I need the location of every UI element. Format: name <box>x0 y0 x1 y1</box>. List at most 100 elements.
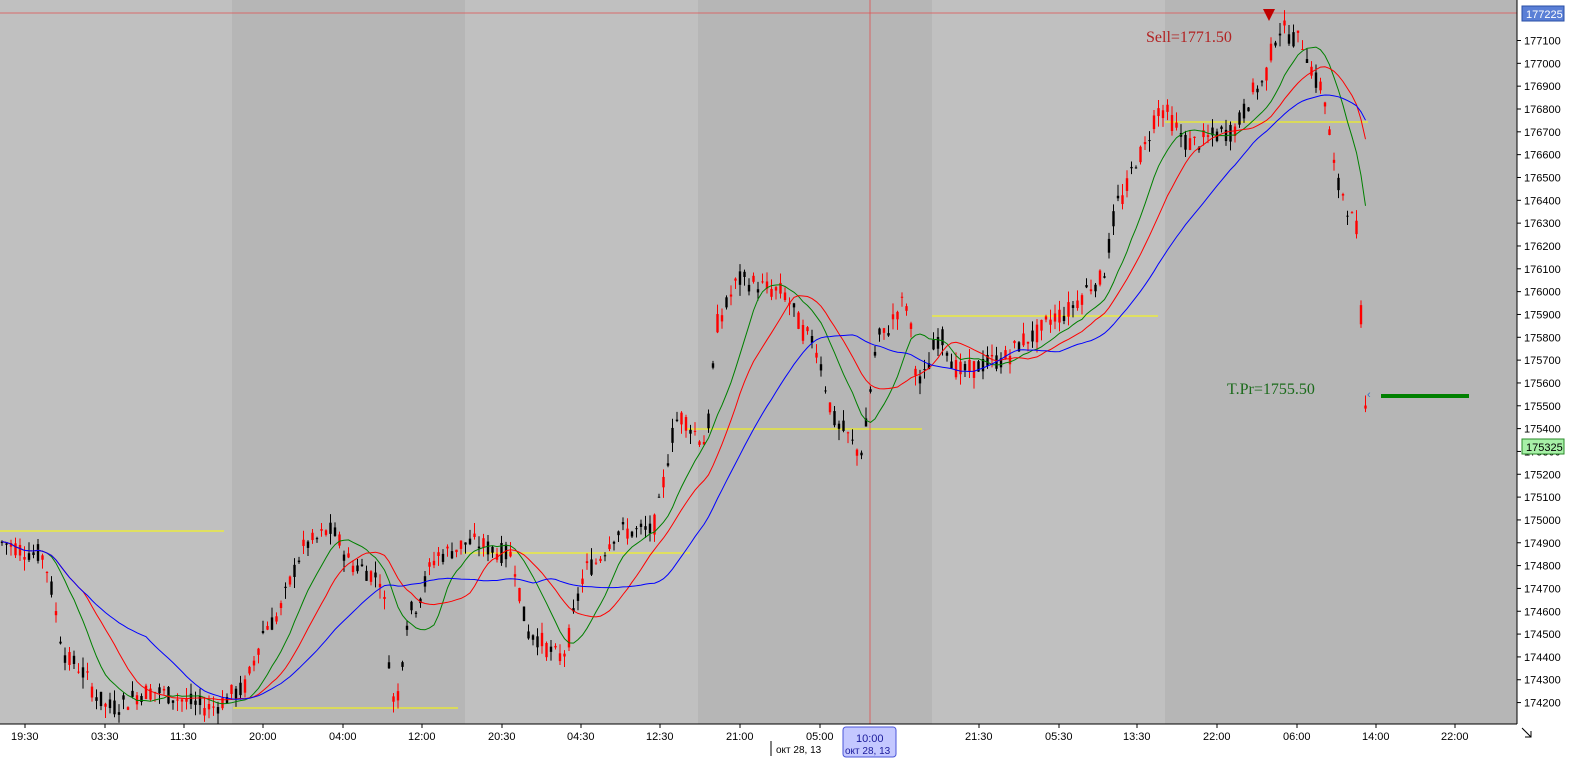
candle <box>1341 192 1345 201</box>
candle <box>882 327 886 340</box>
current-price-top: 177225 <box>1526 9 1563 21</box>
candle <box>806 326 809 335</box>
candle <box>873 346 877 358</box>
candle <box>1112 204 1115 236</box>
candle <box>1202 123 1205 146</box>
candle <box>1116 184 1120 202</box>
price-tick-label: 176100 <box>1524 264 1561 276</box>
candle <box>860 450 863 460</box>
crosshair-time-box <box>842 726 897 758</box>
candle <box>297 556 301 564</box>
candle <box>527 624 530 640</box>
candle <box>671 418 674 453</box>
candle <box>1062 306 1066 325</box>
candle <box>909 321 913 338</box>
candle <box>1076 290 1079 311</box>
candle <box>108 692 112 714</box>
candle <box>270 607 274 631</box>
candle <box>365 565 368 581</box>
candle <box>1269 37 1273 63</box>
candle <box>1242 98 1246 123</box>
candle <box>1256 85 1259 100</box>
candle <box>180 697 184 712</box>
candle <box>248 665 251 676</box>
candle <box>212 696 215 716</box>
candle <box>441 549 445 565</box>
candle <box>828 402 832 415</box>
candle <box>1139 145 1142 165</box>
candle <box>1247 107 1250 112</box>
candle <box>410 600 413 615</box>
candle <box>1260 79 1264 87</box>
session-band <box>0 0 232 724</box>
candle <box>779 273 782 299</box>
candle <box>9 539 13 556</box>
candle <box>401 660 404 671</box>
time-axis[interactable]: 19:30 03:30 11:30 20:00 04:00 12:00 20:30 04:30… <box>0 723 1578 762</box>
candle <box>1031 321 1034 348</box>
candle <box>1238 110 1241 128</box>
candle <box>1287 24 1291 46</box>
time-tick-label: 12:30 <box>646 731 674 743</box>
price-tick-label: 175700 <box>1524 355 1561 367</box>
candle <box>464 542 467 554</box>
candle <box>27 542 31 563</box>
candle <box>1143 136 1147 151</box>
candle <box>819 356 823 377</box>
candle <box>54 602 58 623</box>
candle <box>162 685 166 695</box>
price-tick-label: 175100 <box>1524 492 1561 504</box>
candle <box>824 386 827 394</box>
session-bands <box>0 0 1517 724</box>
candle <box>666 454 670 468</box>
price-tick-label: 174800 <box>1524 561 1561 573</box>
price-tick-label: 176800 <box>1524 104 1561 116</box>
candle <box>608 536 611 552</box>
candle <box>684 414 688 438</box>
candle <box>113 690 116 718</box>
crosshair-time: 10:00 <box>856 733 884 745</box>
candle <box>734 277 737 290</box>
session-band <box>1165 0 1517 724</box>
candle <box>1292 24 1295 48</box>
time-tick-label: 11:30 <box>170 731 197 743</box>
price-tick-label: 176900 <box>1524 81 1561 93</box>
candle <box>450 542 454 560</box>
candle <box>761 273 764 284</box>
time-axis-bg <box>0 724 1578 762</box>
candle <box>266 621 269 631</box>
price-tick-label: 174300 <box>1524 675 1561 687</box>
candle <box>1085 278 1088 289</box>
candle <box>261 620 265 635</box>
candle <box>374 561 377 588</box>
take-profit-annotation: T.Pr=1755.50 <box>1227 381 1315 398</box>
resize-corner-icon[interactable] <box>1521 727 1532 738</box>
candle <box>90 682 94 702</box>
candle <box>554 643 557 650</box>
candle <box>104 702 107 719</box>
price-tick-label: 174500 <box>1524 629 1561 641</box>
candle <box>837 420 841 441</box>
candle <box>693 422 697 436</box>
candle <box>41 553 44 569</box>
candle <box>198 688 202 715</box>
candle <box>680 411 683 434</box>
annotations: Sell=1771.50 T.Pr=1755.50 ‹ <box>1146 9 1469 401</box>
price-axis[interactable]: 177100 177000 176900 176800 176700 176600 1765… <box>1516 0 1578 762</box>
candle <box>1337 173 1340 199</box>
candle <box>437 546 440 566</box>
candle <box>1053 304 1057 330</box>
candle <box>981 350 985 380</box>
time-tick-label: 04:30 <box>567 731 595 743</box>
candle <box>1305 48 1309 64</box>
moving-averages <box>1 46 1366 705</box>
candle <box>612 540 616 551</box>
session-band <box>698 0 932 724</box>
candles <box>0 10 1367 725</box>
candle <box>783 287 787 303</box>
price-tick-label: 174400 <box>1524 652 1561 664</box>
candle <box>747 278 751 296</box>
candle <box>1130 161 1133 175</box>
